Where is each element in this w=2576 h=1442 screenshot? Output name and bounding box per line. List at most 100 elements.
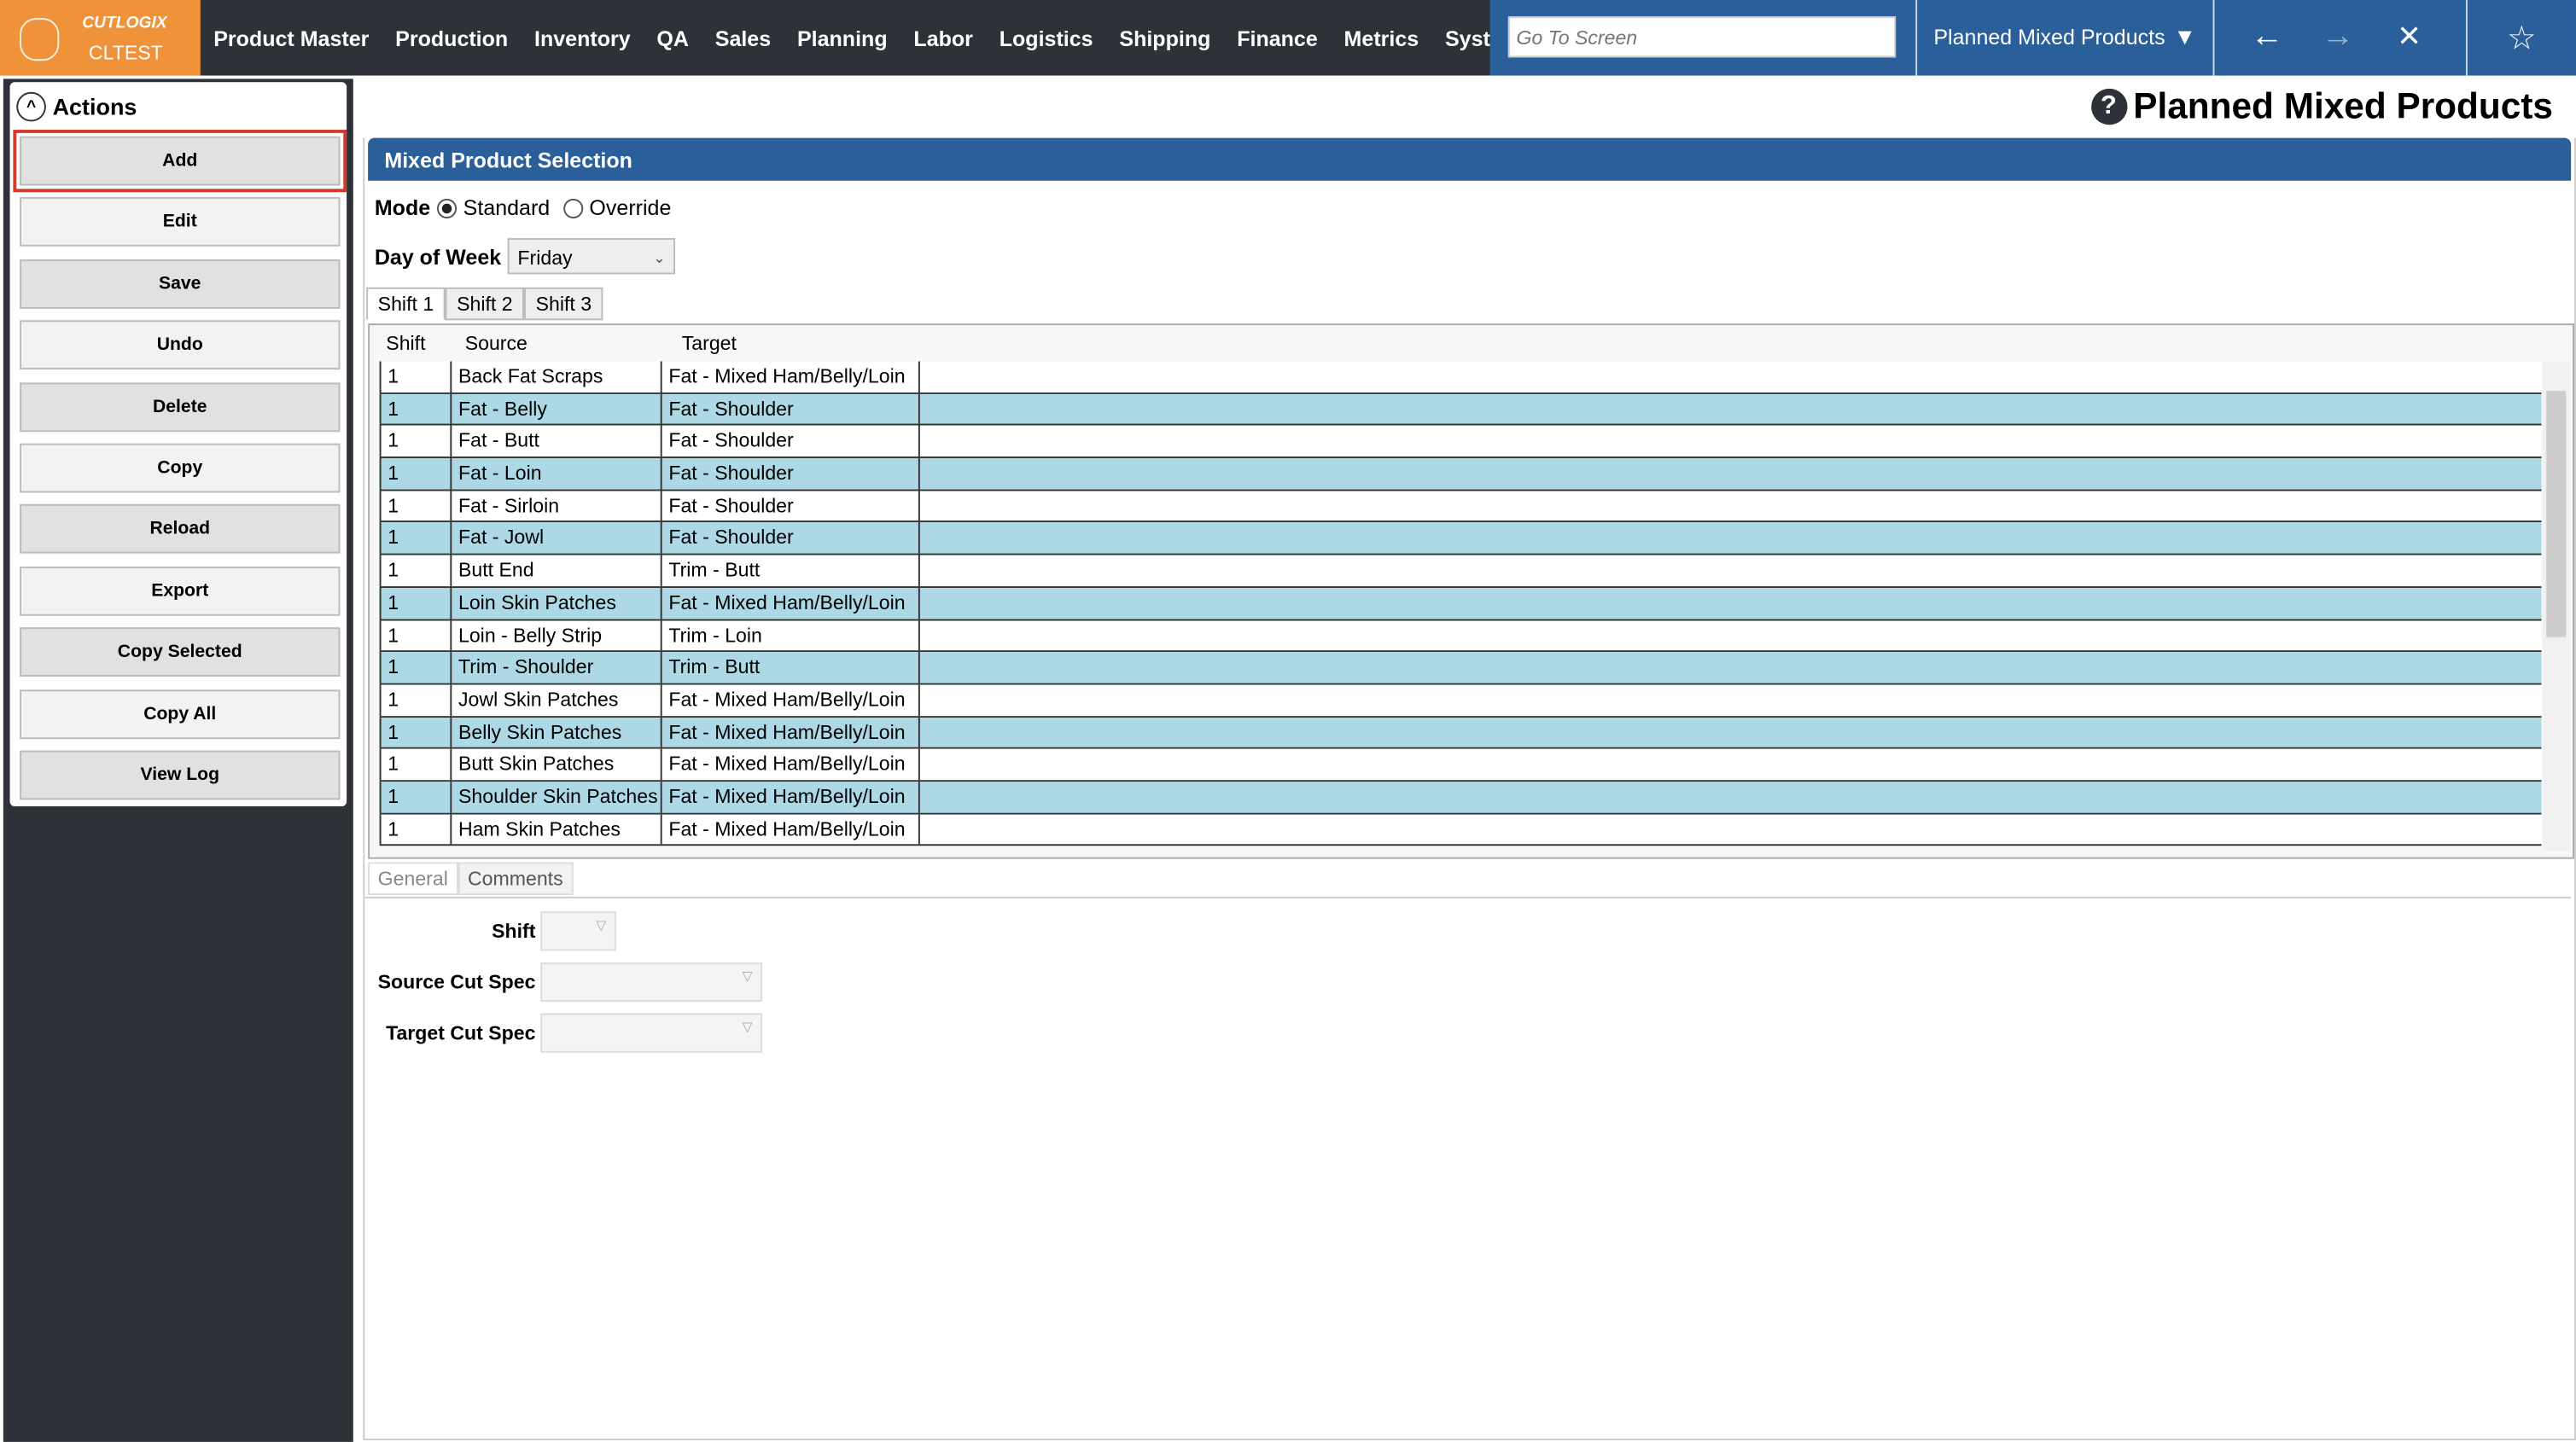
- undo-button[interactable]: Undo: [20, 320, 341, 370]
- column-header-source[interactable]: Source: [464, 331, 527, 355]
- divider: [2212, 0, 2215, 76]
- column-header-shift[interactable]: Shift: [386, 331, 426, 355]
- help-icon[interactable]: ?: [2090, 88, 2127, 125]
- copy-all-button[interactable]: Copy All: [20, 689, 341, 739]
- source-cut-spec-label: Source Cut Spec: [377, 970, 536, 994]
- table-row[interactable]: 1 Shoulder Skin Patches Fat - Mixed Ham/Be…: [379, 782, 2542, 814]
- tab-shift-3[interactable]: Shift 3: [524, 287, 603, 321]
- arrow-left-icon[interactable]: ←: [2250, 18, 2284, 55]
- nav-item-production[interactable]: Production: [395, 25, 509, 50]
- actions-header[interactable]: ^ Actions: [16, 91, 137, 122]
- scrollbar-thumb[interactable]: [2546, 391, 2567, 637]
- logo[interactable]: CUTLOGIX CLTEST: [0, 0, 201, 76]
- actions-title: Actions: [52, 93, 137, 120]
- view-log-button[interactable]: View Log: [20, 750, 341, 800]
- save-button[interactable]: Save: [20, 259, 341, 309]
- cell-shift: 1: [379, 717, 452, 748]
- cell-shift: 1: [379, 749, 452, 781]
- cell-target: Fat - Mixed Ham/Belly/Loin: [662, 749, 920, 781]
- nav-item-qa[interactable]: QA: [656, 25, 689, 50]
- copy-button[interactable]: Copy: [20, 443, 341, 493]
- cell-target: Fat - Mixed Ham/Belly/Loin: [662, 361, 920, 392]
- table-row[interactable]: 1 Fat - Jowl Fat - Shoulder: [379, 522, 2542, 555]
- star-icon[interactable]: ☆: [2507, 21, 2537, 58]
- tab-shift-1[interactable]: Shift 1: [366, 287, 446, 321]
- table-row[interactable]: 1 Butt Skin Patches Fat - Mixed Ham/Belly/…: [379, 749, 2542, 782]
- nav-item-metrics[interactable]: Metrics: [1343, 25, 1419, 50]
- tab-comments[interactable]: Comments: [458, 862, 574, 895]
- chevron-down-icon: ⌄: [653, 249, 666, 266]
- table-row[interactable]: 1 Fat - Loin Fat - Shoulder: [379, 458, 2542, 491]
- day-of-week-row: Day of Week Friday ⌄: [374, 238, 676, 275]
- nav-item-shipping[interactable]: Shipping: [1119, 25, 1211, 50]
- nav-item-inventory[interactable]: Inventory: [534, 25, 631, 50]
- reload-button[interactable]: Reload: [20, 504, 341, 555]
- shift-select[interactable]: ▽: [540, 911, 616, 951]
- nav-item-labor[interactable]: Labor: [913, 25, 973, 50]
- detail-form: Shift ▽ Source Cut Spec ▽ Target Cut Spe…: [364, 896, 2572, 1053]
- table-row[interactable]: 1 Fat - Belly Fat - Shoulder: [379, 393, 2542, 427]
- tab-general[interactable]: General: [368, 862, 458, 895]
- nav-item-product-master[interactable]: Product Master: [213, 25, 370, 50]
- page-title-text: Planned Mixed Products: [2133, 85, 2553, 127]
- nav-item-sales[interactable]: Sales: [714, 25, 772, 50]
- cell-source: Fat - Sirloin: [452, 491, 662, 521]
- dropdown-triangle-icon[interactable]: ▼: [2173, 22, 2197, 49]
- cell-target: Fat - Mixed Ham/Belly/Loin: [662, 782, 920, 813]
- table-row[interactable]: 1 Butt End Trim - Butt: [379, 555, 2542, 588]
- nav-item-planning[interactable]: Planning: [796, 25, 888, 50]
- add-button[interactable]: Add: [13, 130, 347, 193]
- nav-item-finance[interactable]: Finance: [1237, 25, 1318, 50]
- current-screen-dropdown[interactable]: Planned Mixed Products: [1933, 24, 2165, 49]
- cell-source: Shoulder Skin Patches: [452, 782, 662, 813]
- vertical-scrollbar[interactable]: [2543, 361, 2570, 851]
- nav-item-logistics[interactable]: Logistics: [999, 25, 1093, 50]
- table-row[interactable]: 1 Ham Skin Patches Fat - Mixed Ham/Belly/L…: [379, 813, 2542, 846]
- cell-shift: 1: [379, 522, 452, 554]
- cell-target: Fat - Mixed Ham/Belly/Loin: [662, 813, 920, 845]
- cell-shift: 1: [379, 813, 452, 845]
- table-row[interactable]: 1 Belly Skin Patches Fat - Mixed Ham/Belly…: [379, 717, 2542, 750]
- main-nav: Product Master Production Inventory QA Sales…: [201, 0, 1535, 76]
- copy-selected-button[interactable]: Copy Selected: [20, 627, 341, 677]
- tab-shift-2[interactable]: Shift 2: [445, 287, 525, 321]
- cell-target: Trim - Butt: [662, 652, 920, 683]
- go-to-screen-input[interactable]: [1507, 16, 1897, 58]
- chevron-down-icon: ▽: [742, 968, 753, 984]
- edit-button[interactable]: Edit: [20, 197, 341, 247]
- top-bar: CUTLOGIX CLTEST Product Master Production…: [0, 0, 2576, 76]
- cell-source: Jowl Skin Patches: [452, 684, 662, 716]
- cell-shift: 1: [379, 491, 452, 521]
- day-of-week-label: Day of Week: [374, 243, 502, 269]
- close-icon[interactable]: ✕: [2397, 20, 2422, 53]
- cell-shift: 1: [379, 426, 452, 457]
- shift-label: Shift: [492, 919, 536, 943]
- cell-source: Butt End: [452, 555, 662, 586]
- table-row[interactable]: 1 Jowl Skin Patches Fat - Mixed Ham/Belly/…: [379, 684, 2542, 718]
- cell-source: Belly Skin Patches: [452, 717, 662, 748]
- cell-source: Back Fat Scraps: [452, 361, 662, 392]
- arrow-right-icon[interactable]: →: [2321, 18, 2355, 55]
- target-cut-spec-select[interactable]: ▽: [540, 1013, 763, 1053]
- column-header-target[interactable]: Target: [681, 331, 737, 355]
- export-button[interactable]: Export: [20, 566, 341, 616]
- cell-shift: 1: [379, 587, 452, 619]
- table-row[interactable]: 1 Back Fat Scraps Fat - Mixed Ham/Belly/Lo…: [379, 361, 2542, 394]
- table-row[interactable]: 1 Fat - Sirloin Fat - Shoulder: [379, 491, 2542, 523]
- mode-standard-radio[interactable]: [436, 197, 457, 218]
- cell-shift: 1: [379, 782, 452, 813]
- table-row[interactable]: 1 Trim - Shoulder Trim - Butt: [379, 652, 2542, 685]
- shift-tabs: Shift 1 Shift 2 Shift 3: [366, 287, 603, 321]
- table-row[interactable]: 1 Loin - Belly Strip Trim - Loin: [379, 619, 2542, 653]
- day-of-week-select[interactable]: Friday ⌄: [507, 238, 676, 275]
- mode-override-radio[interactable]: [562, 197, 583, 218]
- delete-button[interactable]: Delete: [20, 381, 341, 432]
- mode-override-label[interactable]: Override: [589, 195, 672, 220]
- cell-shift: 1: [379, 619, 452, 651]
- source-cut-spec-select[interactable]: ▽: [540, 962, 763, 1003]
- mode-standard-label[interactable]: Standard: [463, 195, 551, 220]
- table-row[interactable]: 1 Loin Skin Patches Fat - Mixed Ham/Belly/…: [379, 587, 2542, 620]
- chevron-up-icon[interactable]: ^: [16, 91, 46, 122]
- divider: [2465, 0, 2468, 76]
- table-row[interactable]: 1 Fat - Butt Fat - Shoulder: [379, 426, 2542, 459]
